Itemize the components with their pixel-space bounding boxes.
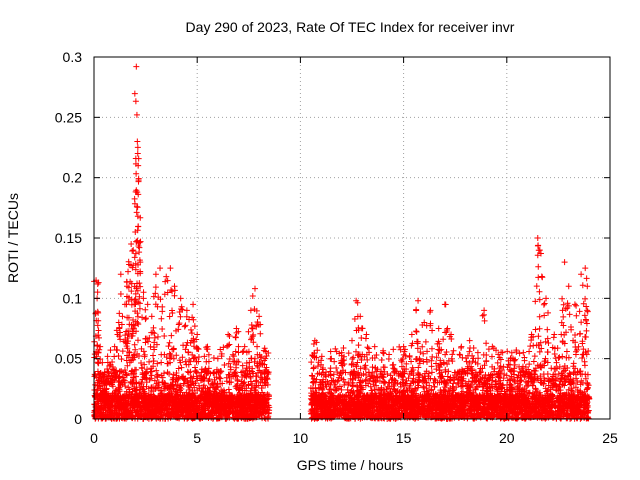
data-point-marker bbox=[258, 385, 265, 392]
data-point-marker bbox=[188, 374, 195, 381]
data-point-marker bbox=[217, 375, 224, 382]
grid bbox=[94, 57, 610, 419]
data-point-marker bbox=[235, 343, 242, 350]
data-point-marker bbox=[104, 353, 111, 360]
data-point-marker bbox=[104, 368, 111, 375]
data-point-marker bbox=[124, 362, 131, 369]
data-point-marker bbox=[194, 387, 201, 394]
data-point-marker bbox=[220, 387, 227, 394]
data-point-marker bbox=[229, 351, 236, 358]
data-point-marker bbox=[225, 386, 232, 393]
data-point-marker bbox=[187, 382, 194, 389]
data-point-marker bbox=[141, 351, 148, 358]
data-point-marker bbox=[139, 365, 146, 372]
data-point-marker bbox=[125, 384, 132, 391]
data-point-marker bbox=[187, 375, 194, 382]
data-point-marker bbox=[146, 358, 153, 365]
data-point-marker bbox=[167, 352, 174, 359]
data-point-marker bbox=[217, 346, 224, 353]
data-point-marker bbox=[166, 370, 173, 377]
data-point-marker bbox=[177, 384, 184, 391]
data-point-marker bbox=[93, 390, 100, 397]
data-point-marker bbox=[118, 356, 125, 363]
data-point-marker bbox=[173, 352, 180, 359]
data-points bbox=[91, 63, 593, 422]
data-point-marker bbox=[105, 369, 112, 376]
data-point-marker bbox=[223, 374, 230, 381]
data-point-marker bbox=[231, 369, 238, 376]
data-point-marker bbox=[264, 391, 271, 398]
data-point-marker bbox=[218, 353, 225, 360]
data-point-marker bbox=[116, 378, 123, 385]
data-point-marker bbox=[173, 369, 180, 376]
data-point-marker bbox=[232, 370, 239, 377]
data-point-marker bbox=[162, 385, 169, 392]
data-point-marker bbox=[181, 380, 188, 387]
data-point-marker bbox=[151, 377, 158, 384]
data-point-marker bbox=[210, 355, 217, 362]
data-point-marker bbox=[158, 359, 165, 366]
data-point-marker bbox=[182, 358, 189, 365]
